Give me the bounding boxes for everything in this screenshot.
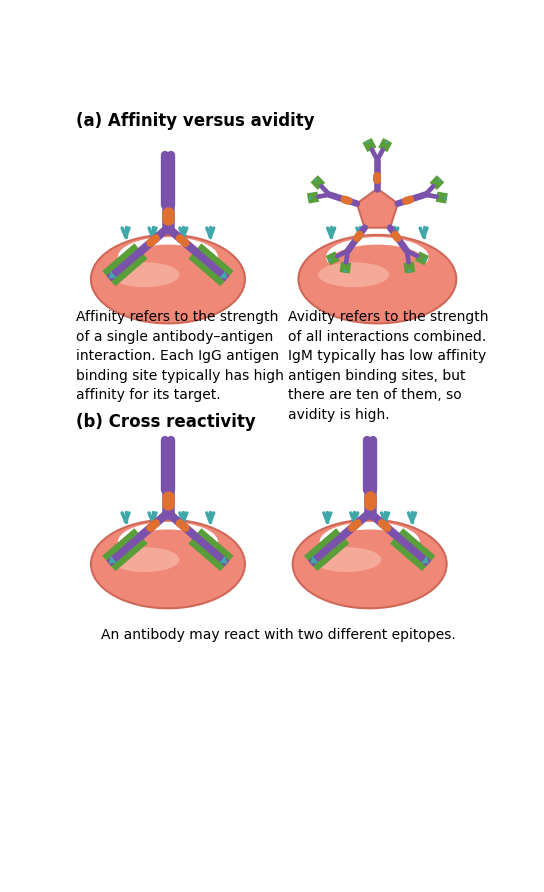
Polygon shape — [357, 189, 398, 227]
Polygon shape — [219, 271, 227, 278]
Text: Affinity refers to the strength
of a single antibody–antigen
interaction. Each I: Affinity refers to the strength of a sin… — [76, 310, 283, 402]
Polygon shape — [385, 140, 388, 145]
Polygon shape — [443, 196, 447, 200]
Ellipse shape — [118, 237, 218, 277]
Ellipse shape — [91, 520, 245, 608]
Polygon shape — [308, 196, 311, 200]
Ellipse shape — [318, 262, 389, 287]
Ellipse shape — [326, 237, 429, 277]
Ellipse shape — [91, 235, 245, 324]
Ellipse shape — [299, 235, 456, 324]
Ellipse shape — [110, 547, 180, 572]
Text: Avidity refers to the strength
of all interactions combined.
IgM typically has l: Avidity refers to the strength of all in… — [288, 310, 489, 422]
Polygon shape — [343, 269, 347, 273]
Ellipse shape — [120, 244, 215, 282]
Polygon shape — [311, 556, 318, 564]
Polygon shape — [109, 556, 116, 564]
Polygon shape — [314, 178, 318, 183]
Ellipse shape — [312, 547, 381, 572]
Polygon shape — [328, 258, 332, 261]
Ellipse shape — [293, 520, 447, 608]
Polygon shape — [407, 269, 412, 273]
Polygon shape — [219, 556, 227, 564]
Ellipse shape — [110, 262, 180, 287]
Text: An antibody may react with two different epitopes.: An antibody may react with two different… — [101, 628, 456, 642]
Polygon shape — [109, 271, 116, 278]
Polygon shape — [423, 258, 426, 261]
Ellipse shape — [120, 530, 215, 566]
Ellipse shape — [329, 244, 426, 282]
Polygon shape — [421, 556, 429, 564]
Ellipse shape — [118, 522, 218, 562]
Text: (a) Affinity versus avidity: (a) Affinity versus avidity — [76, 112, 314, 130]
Ellipse shape — [320, 522, 420, 562]
Polygon shape — [437, 178, 441, 183]
Polygon shape — [367, 140, 370, 145]
Ellipse shape — [322, 530, 417, 566]
Text: (b) Cross reactivity: (b) Cross reactivity — [76, 413, 255, 431]
